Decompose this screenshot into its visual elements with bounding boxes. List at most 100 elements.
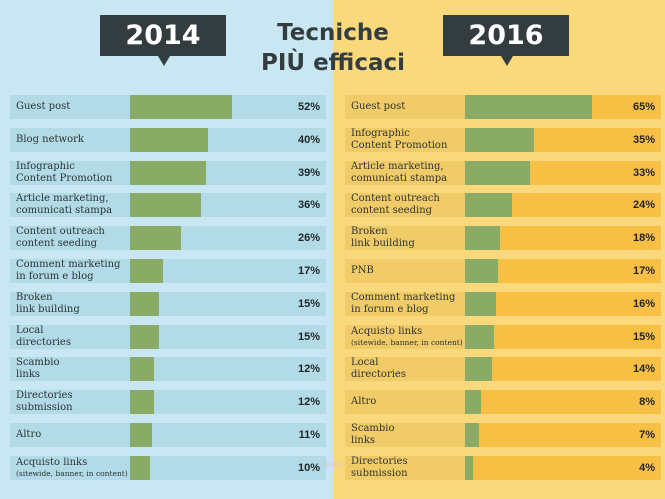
bar-row: Comment marketing in forum e blog 16% <box>345 291 661 316</box>
bar-value-label: 33% <box>632 166 655 179</box>
bar-category-label: Comment marketing in forum e blog <box>345 291 469 316</box>
bar-category-text: Altro <box>16 429 42 440</box>
bar-value-label: 15% <box>297 297 320 310</box>
bar-track: 7% <box>465 423 661 447</box>
bar-category-label: Infographic Content Promotion <box>345 127 469 152</box>
bar-row: Local directories 14% <box>345 357 661 382</box>
bar <box>130 160 207 185</box>
bar-value-label: 14% <box>632 363 655 376</box>
bar-category-text: Article marketing, comunicati stampa <box>351 160 448 184</box>
bar <box>465 226 501 251</box>
bar-value-label: 52% <box>297 101 320 113</box>
bar-value-label: 35% <box>632 133 655 146</box>
bar-row: Blog network 40% <box>10 127 326 152</box>
bar-category-label: Acquisto links (sitewide, banner, in cont… <box>345 324 469 349</box>
bar <box>465 455 473 480</box>
bar-track: 18% <box>465 226 661 251</box>
bar-track: 11% <box>130 423 326 447</box>
bar-category-text: Scambio links <box>351 423 395 446</box>
bar-track: 65% <box>465 95 661 119</box>
bar-track: 16% <box>465 291 661 316</box>
bar <box>465 324 495 349</box>
bar <box>130 324 160 349</box>
bar-category-text: Comment marketing in forum e blog <box>16 259 121 282</box>
bar-value-label: 39% <box>297 166 320 179</box>
bar-category-text: Local directories <box>351 357 406 381</box>
bar-category-label: Scambio links <box>10 357 134 382</box>
bar-row: Scambio links 7% <box>345 423 661 447</box>
bar-category-text: Article marketing, comunicati stampa <box>16 193 113 217</box>
bar-category-text: Scambio links <box>16 357 60 381</box>
bar-row: Acquisto links (sitewide, banner, in cont… <box>345 324 661 349</box>
bar <box>465 160 530 185</box>
bar-track: 15% <box>130 324 326 349</box>
bar <box>130 95 232 119</box>
bar <box>130 455 150 480</box>
bar <box>130 423 152 447</box>
bar-category-label: Altro <box>10 423 134 447</box>
bar-row: Broken link building 15% <box>10 291 326 316</box>
bar <box>465 390 481 415</box>
bar-value-label: 26% <box>297 232 320 245</box>
bar-category-text: Acquisto links <box>351 326 423 338</box>
bar-row: Directories submission 12% <box>10 390 326 415</box>
bar-category-text: Broken link building <box>351 226 415 250</box>
bar <box>130 390 154 415</box>
year-tag-2016: 2016 <box>443 15 569 66</box>
bar-track: 15% <box>130 291 326 316</box>
bar-track: 17% <box>130 259 326 283</box>
bar <box>130 357 154 382</box>
year-tag-2014: 2014 <box>100 15 226 66</box>
bar-row: Scambio links 12% <box>10 357 326 382</box>
bar-category-text: Broken link building <box>16 291 80 315</box>
bar-category-label: Acquisto links (sitewide, banner, in cont… <box>10 455 134 480</box>
bar <box>130 193 201 218</box>
bar-value-label: 11% <box>298 429 320 441</box>
bar-category-text: Guest post <box>16 101 71 112</box>
bar <box>130 127 209 152</box>
bar-category-text: Blog network <box>16 133 84 145</box>
bar-category-note: (sitewide, banner, in content) <box>16 469 128 479</box>
bar-value-label: 17% <box>632 265 655 277</box>
bar-category-label: Guest post <box>10 95 134 119</box>
bar <box>130 259 164 283</box>
bar-category-label: Content outreach content seeding <box>10 226 134 251</box>
bar-category-label: Directories submission <box>10 390 134 415</box>
bar-row: Altro 8% <box>345 390 661 415</box>
bar-track: 36% <box>130 193 326 218</box>
bar-row: Acquisto links (sitewide, banner, in cont… <box>10 455 326 480</box>
bar-category-label: Infographic Content Promotion <box>10 160 134 185</box>
bar-row: Guest post 52% <box>10 95 326 119</box>
bar-track: 52% <box>130 95 326 119</box>
chart-title: Tecniche PIÙ efficaci <box>240 18 426 78</box>
bar-track: 35% <box>465 127 661 152</box>
bar-category-text: Directories submission <box>16 390 73 414</box>
bar-row: Broken link building 18% <box>345 226 661 251</box>
bar-track: 12% <box>130 357 326 382</box>
bar-value-label: 36% <box>297 199 320 212</box>
bar-category-label: Scambio links <box>345 423 469 447</box>
bar-value-label: 18% <box>632 232 655 245</box>
bar-row: Guest post 65% <box>345 95 661 119</box>
bar-row: Article marketing, comunicati stampa 36% <box>10 193 326 218</box>
bar-row: Altro 11% <box>10 423 326 447</box>
bar-track: 24% <box>465 193 661 218</box>
bar-row: Comment marketing in forum e blog 17% <box>10 259 326 283</box>
bar-row: Content outreach content seeding 24% <box>345 193 661 218</box>
bar-category-label: Article marketing, comunicati stampa <box>345 160 469 185</box>
chart-title-text: Tecniche PIÙ efficaci <box>260 20 406 76</box>
bar-track: 26% <box>130 226 326 251</box>
bar-value-label: 16% <box>632 297 655 310</box>
bar-value-label: 12% <box>297 363 320 376</box>
bar-category-text: Directories submission <box>351 455 408 479</box>
bar-track: 14% <box>465 357 661 382</box>
bar-category-text: Acquisto links <box>16 457 88 469</box>
chart-2016: Guest post 65% Infographic Content Promoti… <box>333 0 665 499</box>
bar-track: 33% <box>465 160 661 185</box>
bar <box>130 291 160 316</box>
bar-category-label: PNB <box>345 259 469 283</box>
bar-category-text: Comment marketing in forum e blog <box>351 291 456 315</box>
bar-category-text: Altro <box>351 396 377 408</box>
bar-track: 8% <box>465 390 661 415</box>
bar-value-label: 4% <box>639 461 655 474</box>
